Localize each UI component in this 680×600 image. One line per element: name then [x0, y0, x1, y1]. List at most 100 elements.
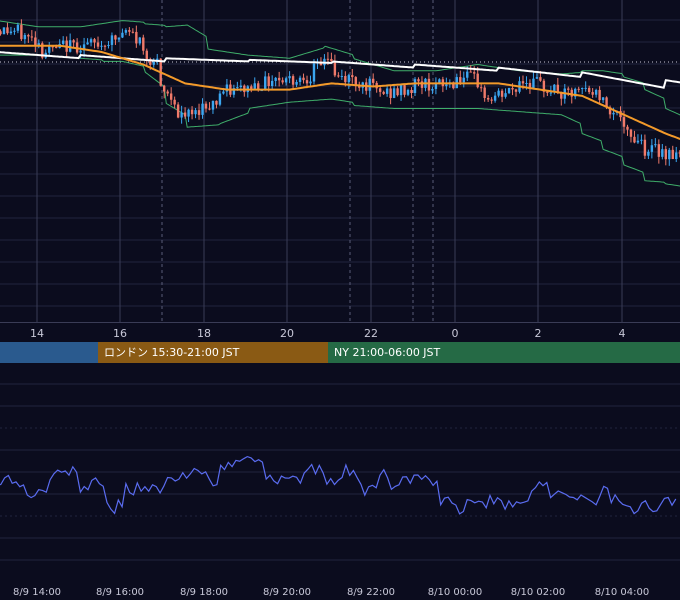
- candle: [190, 106, 194, 120]
- candle: [406, 88, 410, 97]
- candle: [16, 22, 20, 34]
- oscillator-tick-label: 8/10 04:00: [595, 587, 649, 598]
- candle: [114, 34, 117, 45]
- oscillator-grid: [0, 383, 680, 561]
- candle: [570, 87, 573, 104]
- candle: [37, 39, 40, 49]
- candle: [82, 37, 86, 58]
- candle: [103, 44, 107, 51]
- candle: [507, 87, 511, 95]
- oscillator-tick-label: 8/9 20:00: [263, 587, 311, 598]
- session-band-ny: NY 21:00-06:00 JST: [328, 342, 680, 363]
- price-chart[interactable]: 14 16 18 20 22 0 2 4: [0, 0, 680, 342]
- candle: [58, 39, 61, 49]
- price-chart-grid: [0, 0, 680, 322]
- candle: [274, 76, 277, 87]
- candle: [420, 76, 424, 95]
- candle: [30, 30, 34, 42]
- candle: [128, 27, 131, 36]
- candle: [264, 71, 267, 91]
- oscillator-chart[interactable]: 8/9 14:00 8/9 16:00 8/9 18:00 8/9 20:00 8/9 …: [0, 364, 680, 600]
- candle: [0, 29, 2, 36]
- oscillator-tick-label: 8/9 22:00: [347, 587, 395, 598]
- candle: [166, 89, 169, 97]
- candle: [434, 77, 438, 95]
- time-axis-tick-label: 16: [113, 327, 127, 340]
- candle: [577, 86, 580, 93]
- oscillator-series: [0, 455, 677, 515]
- candle: [668, 147, 671, 166]
- candle: [476, 66, 479, 89]
- time-axis-tick-label: 4: [619, 327, 626, 340]
- candle: [277, 71, 281, 87]
- candle: [340, 69, 344, 80]
- candle: [253, 77, 256, 90]
- time-axis-tick-label: 20: [280, 327, 294, 340]
- candle: [187, 108, 190, 123]
- candle: [163, 84, 166, 99]
- candle: [351, 68, 354, 84]
- candle: [121, 28, 124, 39]
- candle: [413, 77, 417, 97]
- candle: [51, 45, 54, 52]
- candle: [75, 38, 79, 55]
- candle: [218, 90, 222, 107]
- candle: [250, 84, 253, 93]
- candle: [574, 87, 577, 100]
- candle: [208, 102, 211, 111]
- candle: [68, 33, 72, 53]
- candle: [490, 97, 493, 104]
- time-axis-background: [0, 322, 680, 342]
- candle: [48, 42, 51, 57]
- candle: [389, 85, 392, 105]
- candle: [560, 91, 563, 106]
- candle: [96, 36, 100, 50]
- candle: [302, 73, 305, 84]
- candle: [462, 71, 465, 88]
- candle: [486, 95, 490, 102]
- candle: [27, 33, 30, 43]
- candle: [291, 74, 295, 89]
- candle: [194, 107, 197, 119]
- time-axis-tick-label: 22: [364, 327, 378, 340]
- candle: [138, 36, 142, 46]
- candle: [629, 128, 633, 143]
- candle: [354, 76, 357, 92]
- fast-moving-average-line: [0, 44, 680, 141]
- candle: [337, 72, 340, 78]
- session-band-london: ロンドン 15:30-21:00 JST: [98, 342, 328, 363]
- candle: [93, 37, 96, 49]
- candle: [640, 134, 643, 145]
- candle: [156, 53, 159, 65]
- oscillator-line: [0, 455, 677, 515]
- session-band-tokyo: [0, 342, 98, 363]
- candle: [664, 145, 667, 166]
- candle: [581, 87, 584, 95]
- candle: [281, 77, 284, 85]
- candle: [124, 28, 128, 36]
- candle: [601, 96, 605, 103]
- candle: [246, 85, 249, 98]
- candle: [553, 84, 556, 95]
- candle: [647, 149, 650, 160]
- candle: [403, 83, 406, 98]
- oscillator-tick-label: 8/10 02:00: [511, 587, 565, 598]
- candle: [504, 88, 507, 99]
- candle: [417, 77, 420, 87]
- candle: [518, 76, 521, 94]
- candle: [385, 85, 389, 97]
- candle: [131, 28, 135, 34]
- time-axis-tick-label: 18: [197, 327, 211, 340]
- candle: [500, 88, 504, 103]
- candle: [378, 86, 382, 97]
- candle: [183, 107, 187, 119]
- candle: [657, 139, 661, 164]
- candle: [61, 36, 65, 45]
- candle: [9, 26, 13, 35]
- candle: [431, 86, 434, 95]
- candle: [44, 49, 47, 60]
- candle: [330, 52, 333, 64]
- price-chart-time-axis: 14 16 18 20 22 0 2 4: [0, 322, 680, 342]
- candle: [176, 102, 180, 119]
- candle: [528, 79, 532, 94]
